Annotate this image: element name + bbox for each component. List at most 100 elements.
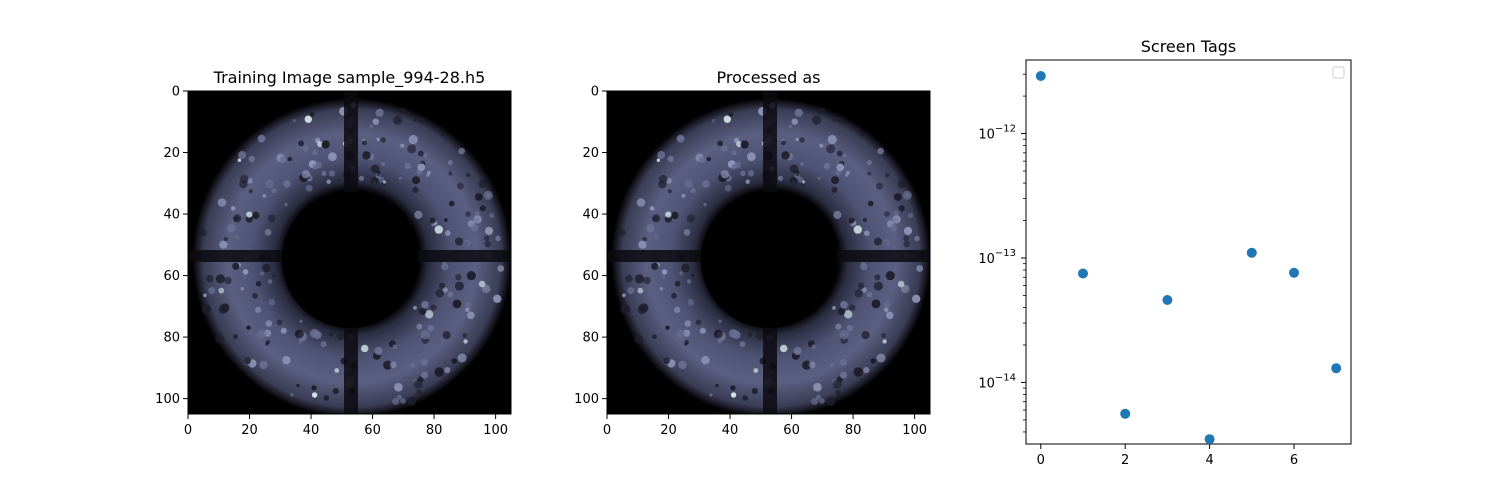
speckle (463, 339, 468, 344)
x-tick-label: 4 (1205, 453, 1213, 468)
speckle (659, 287, 663, 291)
speckle (413, 306, 417, 310)
speckle (907, 212, 914, 219)
speckle (334, 368, 340, 373)
image-panel-processed: Processed as 0 20 40 60 80 100 0 20 40 60 80 100 (574, 68, 931, 438)
speckle (290, 393, 294, 397)
speckle (827, 134, 837, 145)
speckle (681, 263, 690, 273)
speckle (634, 334, 644, 344)
speckle (740, 170, 746, 176)
y-tick-label: 10−12 (978, 124, 1016, 143)
speckle (464, 301, 472, 309)
speckle (311, 385, 317, 391)
speckle (676, 329, 686, 339)
speckle (203, 293, 207, 298)
speckle (857, 282, 865, 290)
speckle (747, 152, 756, 162)
speckle (860, 263, 868, 271)
speckle (282, 356, 291, 365)
speckle (397, 394, 402, 400)
speckle (414, 210, 423, 219)
speckle (245, 215, 253, 223)
speckle (479, 205, 486, 212)
speckle (483, 190, 493, 200)
speckle (892, 347, 898, 353)
speckle (717, 140, 723, 147)
y-tick-exponent: −13 (995, 248, 1016, 259)
speckle (664, 215, 672, 223)
speckle (861, 331, 870, 340)
speckle (448, 171, 453, 176)
image-panel-training: Training Image sample_994-28.h5 0 20 40 60 8… (155, 68, 512, 438)
speckle (699, 156, 706, 163)
speckle (903, 226, 913, 235)
speckle (454, 281, 464, 291)
speckle (811, 397, 819, 405)
speckle (651, 262, 659, 270)
speckle (444, 367, 451, 374)
speckle (416, 389, 422, 395)
speckle (224, 276, 232, 285)
speckle (265, 179, 275, 189)
speckle (465, 307, 470, 312)
speckle (326, 179, 331, 184)
speckle (643, 276, 651, 285)
speckle (870, 358, 876, 364)
speckle (452, 299, 462, 309)
speckle (819, 398, 825, 404)
speckle (217, 198, 227, 207)
y-tick-base: 10 (978, 252, 995, 267)
y-tick-label: 40 (582, 208, 599, 223)
scatter-point (1120, 408, 1131, 419)
speckle (321, 140, 330, 149)
speckle (687, 299, 694, 306)
speckle (671, 211, 679, 220)
y-tick-label: 0 (591, 85, 599, 100)
speckle (813, 382, 822, 392)
speckle (262, 193, 267, 198)
speckle (230, 206, 236, 211)
speckle (742, 395, 748, 401)
speckle (421, 371, 428, 379)
speckle (679, 271, 683, 276)
speckle (272, 274, 276, 278)
legend-box[interactable] (1332, 66, 1345, 79)
speckle (380, 137, 386, 143)
speckle (389, 361, 397, 369)
speckle (877, 147, 884, 155)
speckle (795, 137, 799, 141)
speckle (898, 205, 905, 212)
x-tick-label: 20 (660, 423, 677, 438)
speckle (398, 176, 402, 180)
speckle (271, 187, 277, 194)
speckle (835, 323, 842, 330)
speckle (448, 200, 455, 207)
plot-frame (1025, 59, 1352, 445)
speckle (730, 385, 736, 391)
speckle (801, 180, 806, 184)
x-tick-label: 80 (426, 423, 443, 438)
speckle (673, 306, 681, 313)
speckle (407, 144, 417, 154)
speckle (434, 225, 443, 234)
speckle (232, 262, 240, 270)
y-tick-label: 80 (582, 331, 599, 346)
speckle (284, 202, 288, 207)
speckle (736, 141, 742, 148)
speckle (914, 235, 920, 242)
speckle (730, 392, 737, 398)
speckle (659, 174, 668, 184)
speckle (302, 145, 309, 152)
speckle (662, 357, 670, 365)
speckle (248, 155, 255, 163)
panel-title-screen-tags: Screen Tags (1141, 37, 1237, 56)
speckle (718, 319, 722, 323)
y-tick-label: 80 (163, 331, 180, 346)
speckle (802, 360, 812, 370)
speckle (482, 284, 491, 294)
scatter-point (1289, 267, 1299, 278)
y-tick-label: 10−14 (978, 372, 1016, 391)
speckle (206, 274, 214, 283)
speckle (399, 107, 407, 115)
